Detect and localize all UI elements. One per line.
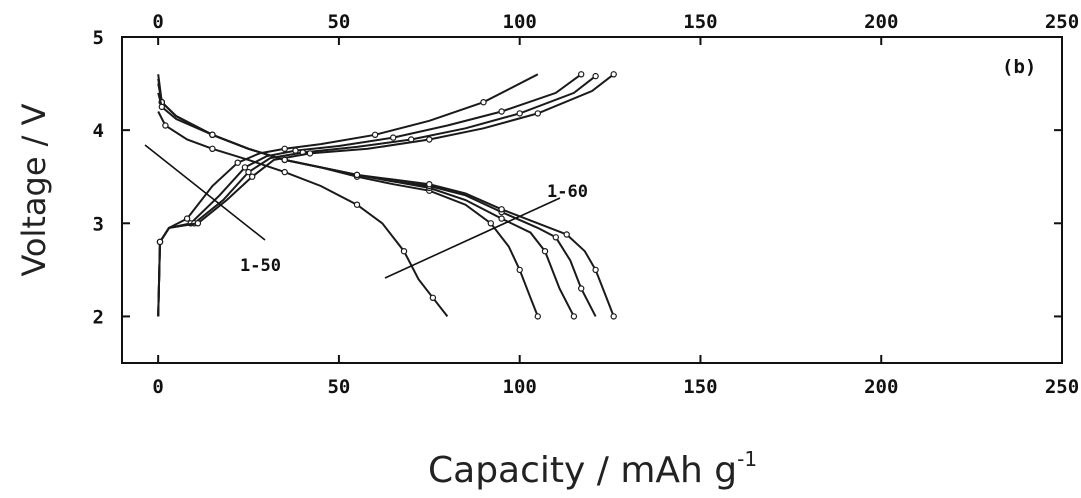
annotation-label-discharge: 1-60 [547, 182, 588, 202]
charge-curve-3 [157, 75, 597, 317]
discharge-point [498, 206, 505, 213]
x-tick-label-top: 200 [864, 11, 898, 33]
x-tick-label-top: 50 [327, 11, 350, 33]
discharge-point [487, 220, 494, 227]
discharge-point [570, 313, 578, 320]
charge-point [498, 108, 505, 115]
x-tick-label-bottom: 250 [1045, 376, 1079, 398]
charge-point [156, 238, 164, 246]
charge-curve-1 [157, 73, 539, 317]
charge-point [281, 145, 288, 152]
discharge-point [353, 171, 361, 179]
plot-frame [121, 36, 1063, 364]
x-tick-label-bottom: 200 [864, 376, 898, 398]
charge-point [578, 71, 585, 78]
discharge-point [158, 103, 165, 111]
charge-point [241, 164, 249, 171]
charge-point [534, 110, 542, 117]
x-tick-label-top: 0 [152, 11, 163, 33]
discharge-point [281, 156, 288, 164]
charge-point [371, 131, 379, 138]
charge-point [234, 159, 241, 166]
charge-point [306, 150, 314, 157]
discharge-point [281, 168, 288, 176]
charge-point [183, 215, 191, 222]
charge-point [194, 220, 202, 227]
discharge-point [534, 313, 542, 320]
discharge-point [209, 145, 216, 152]
x-axis-title-superscript: -1 [737, 447, 757, 471]
y-tick-label: 2 [93, 306, 104, 328]
x-tick-label-bottom: 50 [327, 376, 350, 398]
x-tick-label-bottom: 100 [503, 376, 537, 398]
discharge-curve-5 [157, 111, 449, 318]
discharge-point [400, 247, 408, 255]
x-tick-label-bottom: 150 [683, 376, 717, 398]
charge-point [292, 147, 299, 154]
x-tick-label-top: 100 [503, 11, 537, 33]
discharge-point [426, 180, 433, 188]
x-tick-label-top: 150 [683, 11, 717, 33]
discharge-point [162, 122, 169, 129]
discharge-point [429, 294, 437, 301]
y-tick-label: 4 [93, 120, 104, 142]
y-tick-label: 5 [93, 27, 104, 49]
discharge-point [578, 285, 585, 292]
discharge-point [592, 266, 599, 274]
charge-curve-2 [157, 73, 582, 317]
panel-label: (b) [1002, 56, 1036, 78]
x-axis-title-main: Capacity / mAh g [428, 450, 737, 491]
charge-curve-4 [157, 73, 615, 317]
charge-point [592, 72, 599, 80]
discharge-curve-6 [157, 74, 539, 317]
charge-point [245, 168, 252, 176]
x-axis-title: Capacity / mAh g-1 [428, 447, 757, 491]
x-tick-label-bottom: 0 [152, 376, 163, 398]
discharge-point [552, 234, 560, 241]
annotation-label-charge: 1-50 [240, 256, 281, 276]
annotation-pointer-charge [144, 144, 266, 241]
y-tick-label: 3 [93, 213, 104, 235]
annotation-pointer-discharge [384, 197, 561, 279]
x-tick-label-top: 250 [1045, 11, 1079, 33]
charge-point [426, 136, 433, 143]
charge-point [480, 98, 487, 106]
discharge-point [563, 231, 570, 238]
y-axis-title: Voltage / V [15, 103, 53, 276]
charge-point [610, 71, 617, 78]
discharge-curve-7 [157, 78, 575, 317]
discharge-point [541, 247, 549, 255]
charge-point [516, 110, 523, 117]
charge-point [248, 173, 256, 180]
discharge-point [610, 313, 617, 320]
discharge-point [498, 215, 505, 222]
discharge-point [353, 201, 361, 208]
discharge-point [209, 131, 216, 138]
discharge-curve-9 [157, 92, 615, 317]
discharge-point [516, 266, 523, 274]
charge-point [390, 134, 397, 141]
